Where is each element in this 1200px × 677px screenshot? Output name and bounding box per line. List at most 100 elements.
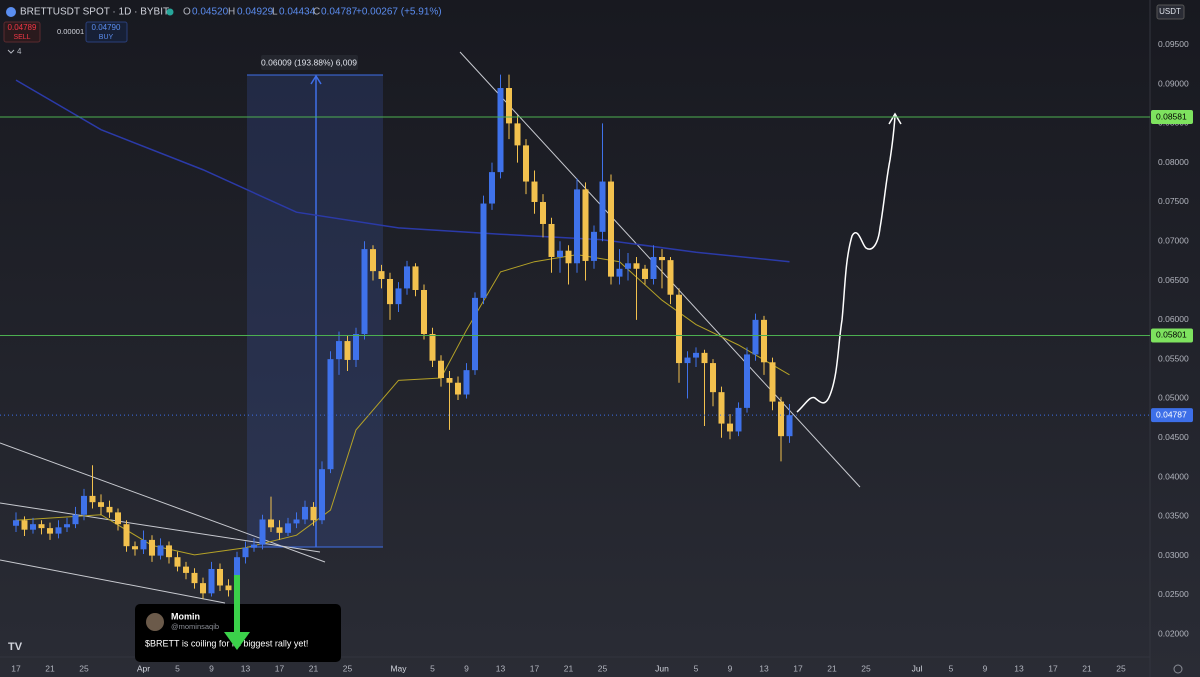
candle-body [582,189,589,261]
x-tick-label: Jul [912,663,923,673]
candle-body [659,256,665,261]
candle-body [540,201,546,224]
x-tick-label: 21 [827,663,837,673]
candle-body [276,527,283,533]
currency: USDT [1159,7,1181,16]
candle-body [166,545,172,558]
x-tick-label: May [390,663,407,673]
buy-price: 0.04790 [92,23,121,32]
candle-body [429,334,436,361]
collapse-icon[interactable] [7,49,15,54]
tweet-handle: @mominsaqib [171,622,219,631]
candle-body [319,469,325,521]
candle-body [242,547,249,558]
candle-body [115,512,121,525]
candle-body [387,278,393,305]
moving-average [15,79,790,263]
ohlc-label: H [228,7,235,18]
last-price-label: 0.04787 [1156,409,1187,419]
candle-body [735,407,742,432]
tweet-name: Momin [171,611,200,621]
candle-body [64,524,70,528]
tv-logo: TV [8,641,23,653]
candle-body [404,266,410,289]
candle-body [293,519,300,524]
y-tick-label: 0.02000 [1158,628,1189,638]
candle-body [616,268,623,277]
buy-label: BUY [99,34,114,41]
candle-body [497,88,504,173]
trendline [0,442,326,563]
x-tick-label: 21 [564,663,574,673]
ohlc-value: 0.04787 [321,7,358,18]
y-tick-label: 0.07500 [1158,196,1189,206]
candle-body [123,524,130,547]
candle-body [149,539,155,556]
candle-body [30,524,36,530]
candle-body [55,527,62,534]
x-tick-label: 21 [309,663,319,673]
x-tick-label: 5 [949,663,954,673]
ohlc-label: C [313,7,320,18]
ohlc-value: 0.04929 [237,7,274,18]
candle-body [565,250,572,264]
x-tick-label: 5 [430,663,435,673]
candle-body [633,263,640,269]
candle-body [761,319,767,363]
candle-body [302,506,308,520]
buy-button[interactable] [85,21,128,43]
candle-body [769,362,776,402]
candle-body [72,514,79,525]
x-tick-label: 13 [759,663,769,673]
candle-body [472,297,478,371]
y-tick-label: 0.07000 [1158,236,1189,246]
x-tick-label: 13 [241,663,251,673]
candle-body [344,341,351,360]
y-tick-label: 0.06000 [1158,314,1189,324]
y-tick-label: 0.05000 [1158,393,1189,403]
candle-body [642,268,648,279]
y-tick-label: 0.03500 [1158,511,1189,521]
candle-body [523,145,529,182]
currency-box[interactable] [1156,4,1185,20]
tweet-avatar [146,613,164,631]
candle-body [727,423,733,432]
settings-icon[interactable] [1173,664,1183,674]
candle-body [489,172,495,204]
candle-body [455,382,461,395]
x-tick-label: 25 [861,663,871,673]
candle-body [174,557,181,567]
x-tick-label: Jun [655,663,669,673]
candle-body [13,520,19,526]
candle-body [38,524,45,529]
candle-body [47,528,53,534]
candle-body [225,585,232,591]
candle-body [89,495,96,503]
x-tick-label: 9 [464,663,469,673]
x-tick-label: Apr [137,663,150,673]
candle-body [234,557,240,591]
y-tick-label: 0.06500 [1158,275,1189,285]
candle-body [259,519,266,545]
sell-button[interactable] [3,21,41,43]
candle-body [395,288,402,305]
candle-body [574,189,580,264]
green-arrowhead [224,632,250,650]
projection-path [796,115,896,413]
candle-body [200,583,206,594]
y-tick-label: 0.04000 [1158,471,1189,481]
measure-arrowhead [310,74,322,85]
candle-body [285,523,291,533]
candle-body [106,506,113,513]
ohlc-change: +0.00267 (+5.91%) [356,7,442,18]
candle-body [676,294,682,364]
candle-body [557,250,563,257]
x-tick-label: 25 [79,663,89,673]
candle-body [21,520,28,530]
x-tick-label: 5 [175,663,180,673]
y-tick-label: 0.05500 [1158,353,1189,363]
candle-body [268,519,274,528]
x-tick-label: 25 [343,663,353,673]
candle-body [438,360,444,379]
